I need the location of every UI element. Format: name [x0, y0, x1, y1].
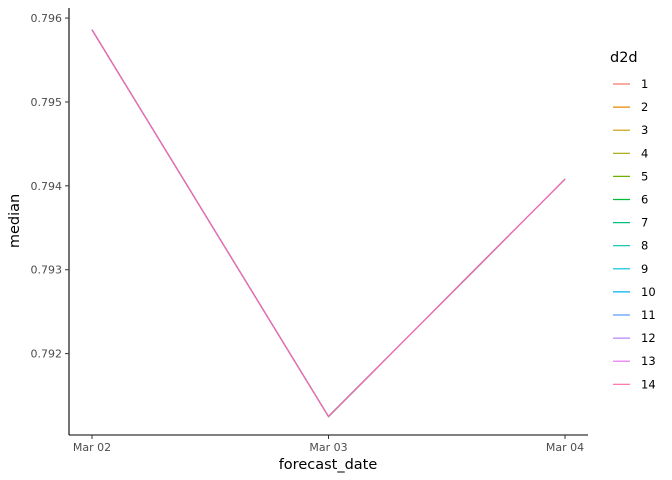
series-line-5 — [91, 29, 566, 418]
legend-label-12: 12 — [641, 331, 656, 345]
series-line-1 — [91, 29, 566, 418]
legend-label-6: 6 — [641, 193, 648, 207]
legend-label-14: 14 — [641, 377, 656, 391]
series-line-4 — [91, 29, 566, 418]
legend-label-13: 13 — [641, 354, 656, 368]
series-line-7 — [91, 29, 566, 418]
series-line-12 — [91, 29, 566, 418]
series-line-11 — [91, 29, 566, 418]
series-line-2 — [91, 29, 566, 418]
y-ticks: 0.792 0.793 0.794 0.795 0.796 — [31, 12, 69, 361]
y-tick-label: 0.792 — [31, 348, 63, 361]
x-ticks: Mar 02 Mar 03 Mar 04 — [73, 435, 584, 454]
x-tick-label: Mar 02 — [73, 441, 111, 454]
series-line-13 — [91, 29, 566, 418]
legend-label-3: 3 — [641, 123, 648, 137]
series-lines — [91, 29, 566, 418]
x-tick-label: Mar 03 — [309, 441, 347, 454]
legend-label-5: 5 — [641, 169, 648, 183]
y-tick-label: 0.793 — [31, 264, 63, 277]
series-line-8 — [91, 29, 566, 418]
x-tick-label: Mar 04 — [546, 441, 584, 454]
legend-label-7: 7 — [641, 216, 648, 230]
series-line-3 — [91, 29, 566, 418]
legend-label-4: 4 — [641, 146, 648, 160]
legend-label-10: 10 — [641, 285, 656, 299]
series-line-9 — [91, 29, 566, 418]
series-line-14 — [91, 29, 566, 418]
y-axis-title: median — [7, 194, 23, 248]
axes — [68, 8, 588, 436]
y-tick-label: 0.796 — [31, 12, 63, 25]
legend-label-8: 8 — [641, 239, 648, 253]
series-line-6 — [91, 29, 566, 418]
y-tick-label: 0.795 — [31, 96, 63, 109]
y-tick-label: 0.794 — [31, 180, 63, 193]
legend-title: d2d — [610, 50, 638, 66]
legend-label-1: 1 — [641, 77, 648, 91]
legend-label-9: 9 — [641, 262, 648, 276]
x-axis-title: forecast_date — [279, 457, 378, 473]
series-line-10 — [91, 29, 566, 418]
legend-label-2: 2 — [641, 100, 648, 114]
legend-label-11: 11 — [641, 308, 656, 322]
